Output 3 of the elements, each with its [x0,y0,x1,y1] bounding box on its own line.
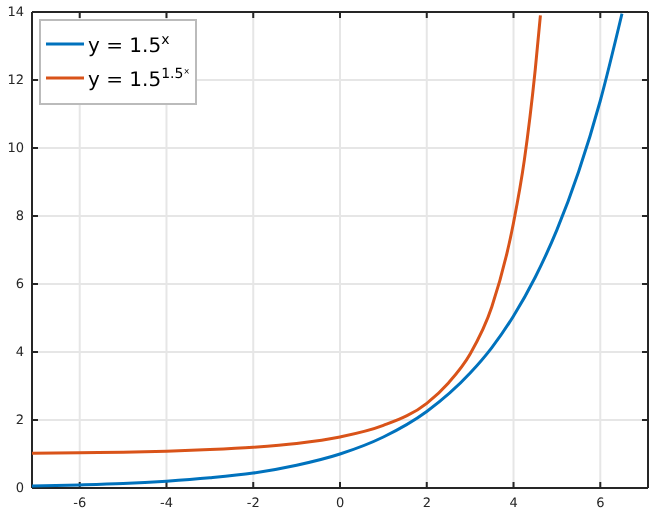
legend-label: y = 1.5$^{1.5ˣ}$ [88,66,190,92]
legend-label: y = 1.5$^{x}$ [88,32,170,58]
line-series [32,13,542,455]
